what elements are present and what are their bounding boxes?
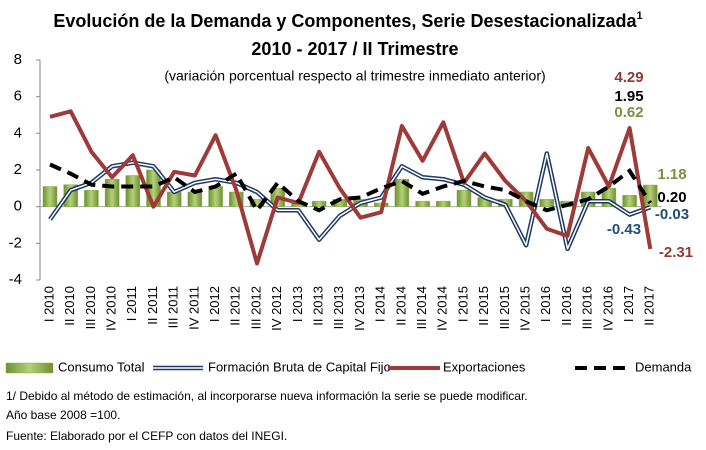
x-tick-label: III 2013 (331, 286, 346, 329)
data-label: -2.31 (659, 244, 693, 261)
x-tick-label: III 2011 (166, 286, 181, 328)
bar (84, 189, 99, 207)
x-tick-label: I 2014 (373, 286, 388, 322)
data-label: -0.03 (655, 206, 689, 223)
x-tick-label: IV 2011 (186, 286, 201, 330)
series-line (49, 109, 653, 266)
x-tick-label: II 2015 (476, 286, 491, 326)
data-label: 1.18 (657, 166, 686, 183)
x-tick-label: III 2010 (83, 286, 98, 329)
x-tick-label: III 2014 (414, 286, 429, 329)
y-tick-label: -2 (9, 234, 22, 251)
x-tick-label: III 2016 (580, 286, 595, 329)
bar (125, 175, 141, 207)
x-tick-label: II 2014 (393, 286, 408, 326)
bar (311, 200, 327, 207)
x-tick-label: II 2016 (559, 286, 574, 326)
x-tick-label: I 2015 (455, 286, 470, 322)
title-note-mark: 1 (637, 10, 643, 22)
subtitle: 2010 - 2017 / II Trimestre (251, 39, 458, 59)
x-tick-label: IV 2013 (352, 286, 367, 331)
x-tick-label: IV 2016 (600, 286, 615, 331)
y-tick-label: 2 (14, 161, 22, 178)
data-label: 0.62 (614, 104, 643, 121)
data-label: 1.95 (614, 88, 643, 105)
bar (187, 191, 203, 207)
x-tick-label: IV 2015 (518, 286, 533, 331)
x-tick-label: I 2011 (124, 286, 139, 321)
legend-label: Demanda (635, 359, 692, 374)
title-text: Evolución de la Demanda y Componentes, S… (53, 11, 637, 31)
x-tick-label: IV 2012 (269, 286, 284, 331)
legend-label: Formación Bruta de Capital Fijo (208, 359, 391, 374)
bar (436, 200, 451, 207)
bar (394, 178, 410, 207)
legend-label: Exportaciones (443, 359, 526, 374)
x-tick-label: IV 2014 (435, 286, 450, 331)
chart-title: Evolución de la Demanda y Componentes, S… (53, 10, 642, 31)
x-tick-label: II 2012 (228, 286, 243, 326)
bar (539, 199, 555, 207)
x-tick-label: I 2016 (538, 286, 553, 322)
legend-swatch (5, 362, 54, 374)
bar (622, 195, 637, 207)
footnote: Año base 2008 =100. (6, 408, 120, 422)
subtitle-note: (variación porcentual respecto al trimes… (164, 68, 545, 84)
x-tick-label: I 2017 (621, 286, 636, 322)
x-tick-label: III 2012 (248, 286, 263, 329)
bar (643, 184, 658, 207)
bar (42, 186, 58, 207)
y-tick-label: 4 (14, 124, 22, 141)
series-line (49, 162, 652, 214)
x-tick-label: II 2011 (145, 286, 160, 325)
bar (456, 189, 472, 207)
bar (415, 200, 430, 207)
x-tick-label: I 2013 (290, 286, 305, 322)
x-tick-label: II 2017 (642, 286, 657, 326)
x-tick-label: I 2010 (41, 286, 56, 322)
data-label: 0.20 (657, 189, 686, 206)
bar (104, 178, 120, 207)
y-tick-label: -4 (9, 271, 22, 288)
data-label: -0.43 (607, 221, 641, 238)
legend-label: Consumo Total (58, 359, 145, 374)
footnote: Fuente: Elaborado por el CEFP con datos … (6, 429, 287, 443)
x-tick-label: IV 2010 (104, 286, 119, 331)
y-tick-label: 6 (14, 88, 22, 105)
x-tick-label: I 2012 (207, 286, 222, 322)
series-line-inner (49, 152, 651, 250)
data-label: 4.29 (614, 69, 643, 86)
footnote: 1/ Debido al método de estimación, al in… (6, 389, 528, 403)
x-tick-label: II 2013 (311, 286, 326, 326)
x-tick-label: III 2015 (497, 286, 512, 329)
y-tick-label: 8 (14, 51, 22, 68)
y-tick-label: 0 (14, 198, 22, 215)
x-tick-label: II 2010 (62, 286, 77, 326)
